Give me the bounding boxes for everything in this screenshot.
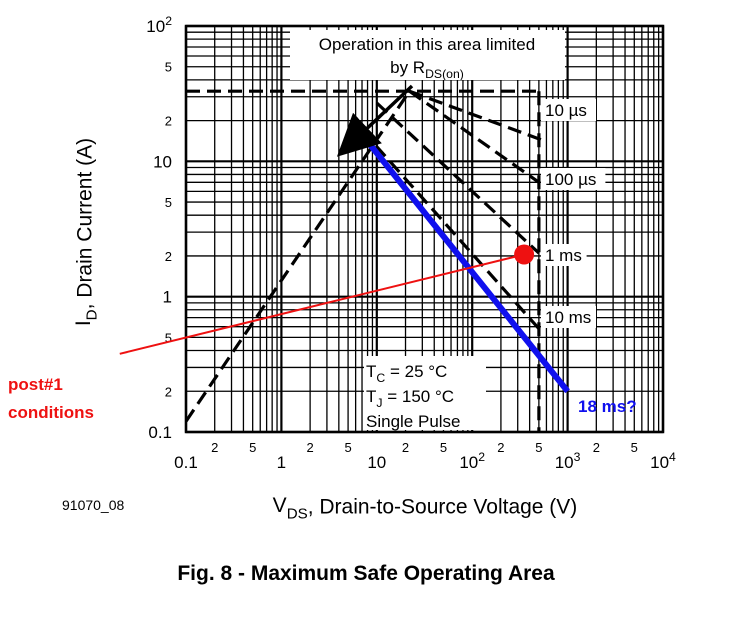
- curve-label-bg: [541, 244, 587, 266]
- curve-label-bg: [541, 306, 596, 328]
- y-axis-title: ID, Drain Current (A): [72, 138, 100, 326]
- condition-tc: TC = 25 °C: [366, 362, 447, 385]
- x-minor-tick-label: 5: [535, 440, 542, 455]
- y-tick-label: 1: [163, 288, 172, 307]
- marker-label-line2: conditions: [8, 403, 94, 422]
- x-tick-label: 1: [277, 453, 286, 472]
- operating-point-marker: [514, 244, 535, 265]
- condition-tj: TJ = 150 °C: [366, 387, 454, 410]
- chart-series: [186, 89, 570, 432]
- y-tick-label: 102: [146, 14, 172, 36]
- x-tick-label: 104: [650, 450, 676, 472]
- series-line: [360, 129, 541, 330]
- x-tick-label: 0.1: [174, 453, 198, 472]
- plot-frame: [184, 24, 665, 434]
- y-minor-tick-label: 5: [165, 60, 172, 75]
- curve-label: 10 ms: [545, 308, 591, 327]
- figure-caption: Fig. 8 - Maximum Safe Operating Area: [177, 562, 555, 585]
- x-minor-tick-label: 2: [211, 440, 218, 455]
- region-label-line1: Operation in this area limited: [319, 35, 535, 54]
- region-label-bg: [290, 30, 565, 80]
- series-label-18ms: 18 ms?: [578, 397, 637, 416]
- x-tick-label: 103: [555, 450, 581, 472]
- region-label-line2: by RDS(on): [390, 58, 464, 81]
- conditions-bg: [364, 356, 486, 430]
- y-minor-tick-label: 2: [165, 249, 172, 264]
- x-minor-tick-label: 5: [631, 440, 638, 455]
- x-minor-tick-label: 2: [307, 440, 314, 455]
- curve-label: 1 ms: [545, 246, 582, 265]
- y-minor-tick-label: 5: [165, 195, 172, 210]
- y-minor-tick-label: 5: [165, 330, 172, 345]
- series-line: [186, 90, 411, 423]
- series-line: [408, 89, 547, 144]
- curve-label-bg: [541, 168, 606, 190]
- curve-label: 10 µs: [545, 101, 587, 120]
- chart-annotations: 10 µs 100 µs 1 ms 10 ms 18 ms? Operation in t…: [8, 30, 637, 431]
- region-arrow: [336, 84, 414, 157]
- series-line: [375, 101, 540, 255]
- x-tick-label: 102: [459, 450, 485, 472]
- x-axis-title: VDS, Drain-to-Source Voltage (V): [273, 494, 578, 522]
- curve-label-bg: [541, 99, 596, 121]
- y-minor-tick-label: 2: [165, 114, 172, 129]
- series-line: [365, 139, 570, 394]
- marker-label-line1: post#1: [8, 375, 63, 394]
- x-minor-tick-label: 2: [593, 440, 600, 455]
- y-minor-tick-label: 2: [165, 384, 172, 399]
- y-tick-label: 10: [153, 152, 172, 171]
- x-tick-label: 10: [367, 453, 386, 472]
- x-minor-tick-label: 2: [497, 440, 504, 455]
- x-minor-tick-label: 5: [249, 440, 256, 455]
- tick-labels: 0.1 1 10 102 103 104 2 5 2 5 2 5 2 5 2 5 0.1 1 10 102 2 5 2 5 2 5…: [72, 14, 676, 522]
- marker-pointer-line: [119, 253, 525, 355]
- x-minor-tick-label: 2: [402, 440, 409, 455]
- x-minor-tick-label: 5: [344, 440, 351, 455]
- condition-pulse: Single Pulse: [366, 412, 461, 431]
- y-tick-label: 0.1: [148, 423, 172, 442]
- figure-id: 91070_08: [62, 497, 125, 513]
- curve-label: 100 µs: [545, 170, 596, 189]
- series-line: [408, 89, 540, 184]
- x-minor-tick-label: 5: [440, 440, 447, 455]
